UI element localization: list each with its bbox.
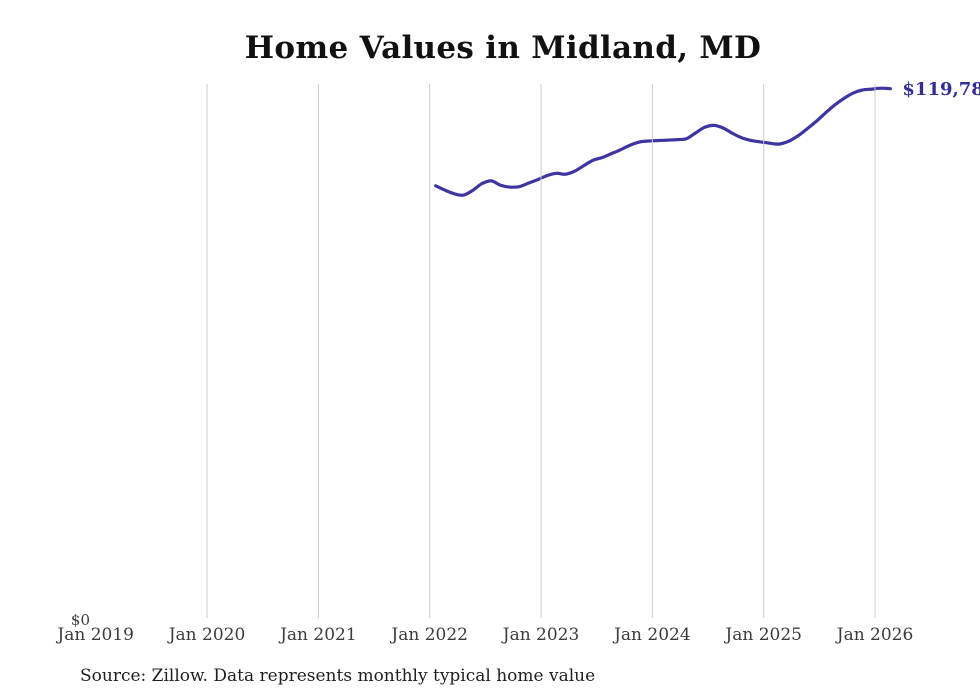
x-axis-tick-label: Jan 2019: [55, 625, 134, 645]
line-layer: [434, 86, 892, 197]
x-axis-tick-label: Jan 2021: [278, 625, 357, 645]
grid-layer: [206, 84, 876, 618]
x-axis-tick-label: Jan 2026: [835, 625, 914, 645]
chart-title: Home Values in Midland, MD: [244, 30, 762, 66]
end-value-label: $119,784: [902, 79, 980, 100]
home-value-line: [434, 86, 892, 197]
axis-label-layer: $0 $119,784 Jan 2019 Jan 2020 Jan 2021 Jan …: [55, 79, 980, 645]
y-axis-zero-label: $0: [71, 611, 90, 629]
x-axis-tick-label: Jan 2022: [389, 625, 468, 645]
source-note: Source: Zillow. Data represents monthly …: [80, 666, 596, 686]
x-axis-tick-label: Jan 2023: [501, 625, 580, 645]
x-axis-tick-label: Jan 2020: [167, 625, 246, 645]
x-axis-tick-label: Jan 2025: [723, 625, 802, 645]
x-axis-tick-label: Jan 2024: [612, 625, 691, 645]
